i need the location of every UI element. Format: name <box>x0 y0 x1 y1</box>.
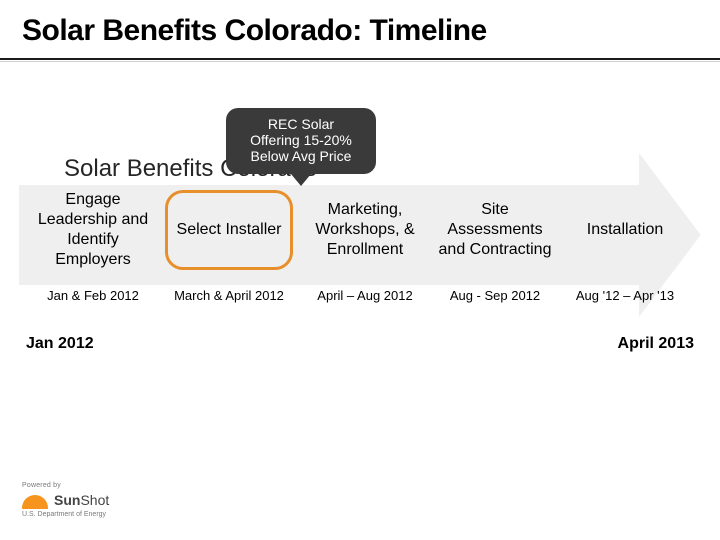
phase-3: Site Assessments and Contracting <box>435 190 555 270</box>
divider-line-1 <box>0 58 720 60</box>
footer-logo: Powered by SunShot U.S. Department of En… <box>22 482 172 518</box>
footer-brand-a: Sun <box>54 492 80 508</box>
page-title: Solar Benefits Colorado: Timeline <box>22 14 487 48</box>
phase-2-label: Marketing, Workshops, & Enrollment <box>300 200 430 260</box>
phase-4-date: Aug '12 – Apr '13 <box>560 285 690 305</box>
phase-4: Installation <box>560 190 690 270</box>
footer-brand-b: Shot <box>80 492 109 508</box>
timeline-end-label: April 2013 <box>618 335 694 353</box>
phase-0-label: Engage Leadership and Identify Employers <box>28 190 158 270</box>
phase-1-date: March & April 2012 <box>165 285 293 305</box>
footer-powered-by: Powered by <box>22 482 172 489</box>
phase-2: Marketing, Workshops, & Enrollment <box>300 190 430 270</box>
footer-dept: U.S. Department of Energy <box>22 511 172 518</box>
phase-1: Select Installer <box>165 190 293 270</box>
footer-brand: SunShot <box>54 492 109 508</box>
callout-line-3: Below Avg Price <box>234 148 368 164</box>
phase-1-label: Select Installer <box>177 220 282 240</box>
timeline-start-label: Jan 2012 <box>26 335 94 353</box>
divider-line-2 <box>0 61 720 62</box>
callout-line-1: REC Solar <box>234 116 368 132</box>
callout-bubble: REC Solar Offering 15-20% Below Avg Pric… <box>226 108 376 174</box>
phase-3-label: Site Assessments and Contracting <box>435 200 555 260</box>
phase-0-date: Jan & Feb 2012 <box>28 285 158 305</box>
sunshot-icon <box>22 491 48 509</box>
phase-2-date: April – Aug 2012 <box>300 285 430 305</box>
phase-4-label: Installation <box>587 220 664 240</box>
phase-3-date: Aug - Sep 2012 <box>435 285 555 305</box>
callout-line-2: Offering 15-20% <box>234 132 368 148</box>
phase-0: Engage Leadership and Identify Employers <box>28 190 158 270</box>
